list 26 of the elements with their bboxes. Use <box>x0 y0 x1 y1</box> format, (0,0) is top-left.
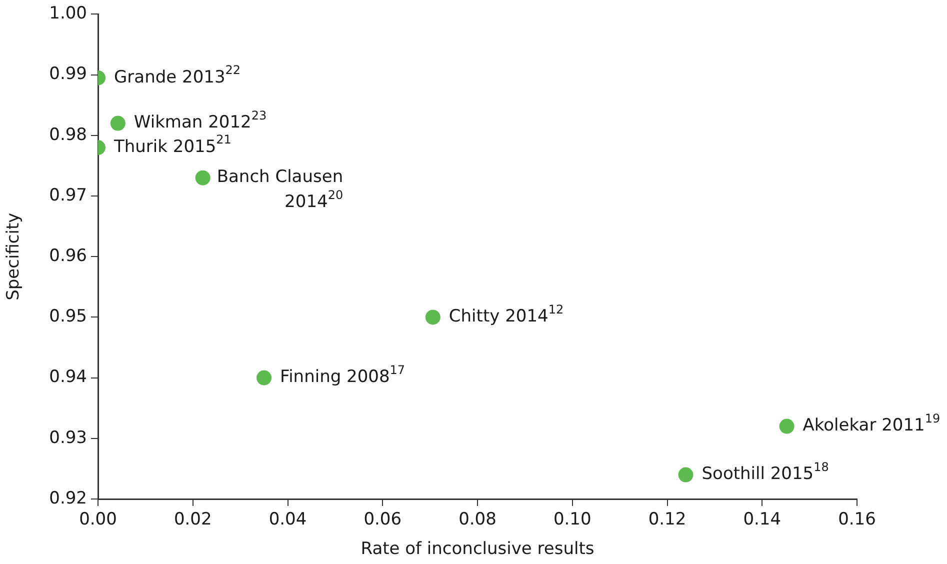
x-tick-label: 0.06 <box>364 510 402 530</box>
y-axis-title: Specificity <box>4 212 24 300</box>
y-tick-label: 0.94 <box>49 367 87 388</box>
point <box>678 467 694 482</box>
point <box>425 310 440 325</box>
y-tick-label: 0.95 <box>49 306 87 327</box>
point <box>779 418 794 434</box>
x-tick-label: 0.10 <box>553 510 592 530</box>
y-tick-label: 0.92 <box>49 488 87 508</box>
x-axis-title: Rate of inconclusive results <box>360 539 594 560</box>
x-tick-label: 0.02 <box>174 510 212 530</box>
point <box>256 370 272 386</box>
y-tick-label: 0.96 <box>49 246 87 266</box>
y-tick-label: 0.93 <box>49 428 87 448</box>
x-tick-label: 0.04 <box>268 510 307 530</box>
x-tick-label: 0.16 <box>838 510 876 530</box>
y-tick-label: 0.99 <box>49 64 87 84</box>
y-tick-label: 1.00 <box>49 4 87 24</box>
y-tick-label: 0.97 <box>49 185 87 206</box>
point <box>195 170 210 186</box>
x-tick-label: 0.00 <box>79 510 117 530</box>
x-tick-label: 0.14 <box>743 510 782 530</box>
x-tick-label: 0.08 <box>458 510 496 530</box>
x-tick-label: 0.12 <box>648 510 686 530</box>
point <box>110 116 126 131</box>
y-tick-label: 0.98 <box>49 124 87 145</box>
